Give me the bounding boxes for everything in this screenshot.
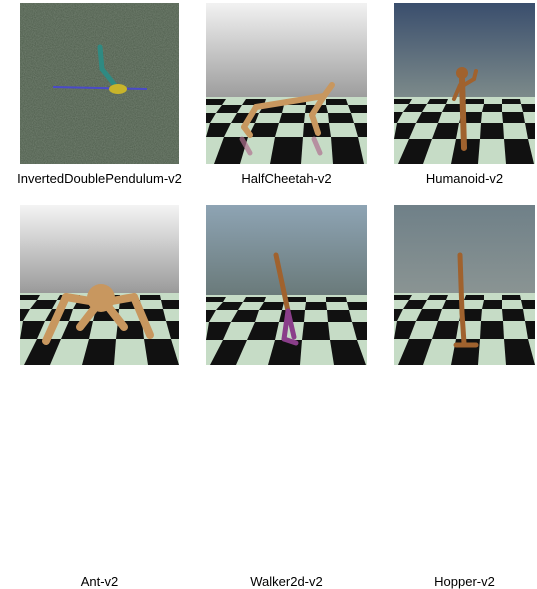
env-label: Walker2d-v2 bbox=[250, 574, 323, 589]
env-panel-walker2d: Walker2d-v2 bbox=[206, 205, 367, 589]
ant-render bbox=[20, 205, 179, 365]
env-label: HalfCheetah-v2 bbox=[241, 171, 332, 186]
env-label: Hopper-v2 bbox=[434, 574, 495, 589]
env-panel-humanoid: Humanoid-v2 bbox=[394, 3, 535, 186]
env-label: InvertedDoublePendulum-v2 bbox=[17, 171, 182, 186]
env-panel-half-cheetah: HalfCheetah-v2 bbox=[206, 3, 367, 186]
env-label: Humanoid-v2 bbox=[425, 171, 504, 186]
walker2d-render bbox=[206, 205, 367, 365]
humanoid-render bbox=[394, 3, 535, 164]
env-panel-ant: Ant-v2 bbox=[20, 205, 179, 589]
hopper-render bbox=[394, 205, 535, 365]
half-cheetah-render bbox=[206, 3, 367, 164]
env-panel-hopper: Hopper-v2 bbox=[394, 205, 535, 589]
env-panel-inverted-double-pendulum: InvertedDoublePendulum-v2 bbox=[17, 3, 182, 186]
inverted-double-pendulum-render bbox=[20, 3, 179, 164]
env-label: Ant-v2 bbox=[80, 574, 119, 589]
